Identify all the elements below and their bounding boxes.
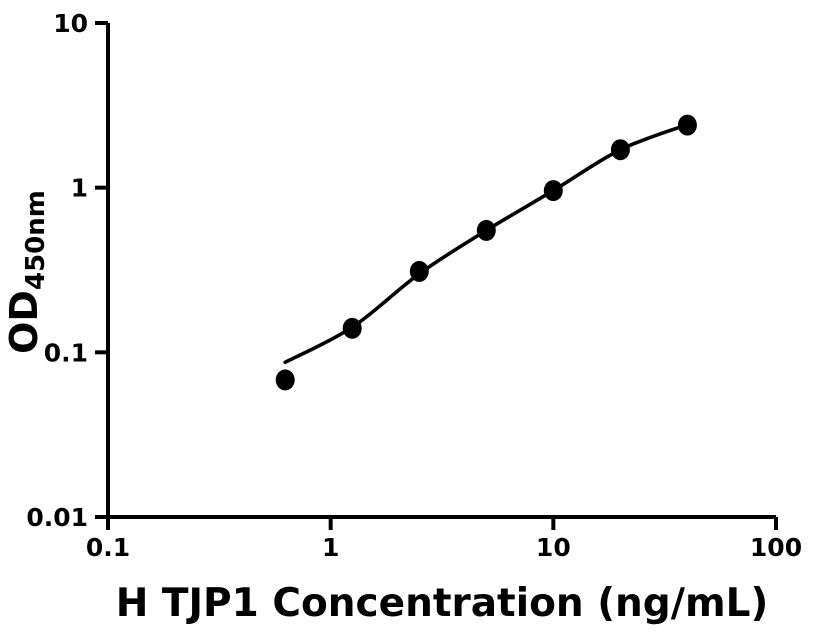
data-point bbox=[610, 139, 630, 161]
axis-spines bbox=[106, 23, 776, 519]
y-axis-tick-label: 1 bbox=[71, 174, 88, 203]
y-axis-tick-label: 0.01 bbox=[26, 503, 88, 532]
x-axis-tick-label: 100 bbox=[750, 533, 802, 562]
y-axis-title: OD 450nm bbox=[2, 122, 62, 422]
data-point bbox=[275, 369, 295, 391]
data-point bbox=[409, 260, 429, 282]
data-point bbox=[342, 317, 362, 339]
y-axis-title-main: OD bbox=[2, 290, 46, 354]
x-axis-tick-label: 0.1 bbox=[86, 533, 130, 562]
data-point bbox=[543, 180, 563, 202]
x-axis-tick-label: 1 bbox=[322, 533, 339, 562]
x-axis-tick-label: 10 bbox=[536, 533, 571, 562]
y-axis-title-subscript: 450nm bbox=[21, 190, 51, 291]
data-point bbox=[677, 114, 697, 136]
y-axis-tick-label: 0.1 bbox=[44, 338, 88, 367]
data-point bbox=[476, 219, 496, 241]
x-axis-title: H TJP1 Concentration (ng/mL) bbox=[115, 581, 769, 626]
y-axis-tick-label: 10 bbox=[53, 9, 88, 38]
